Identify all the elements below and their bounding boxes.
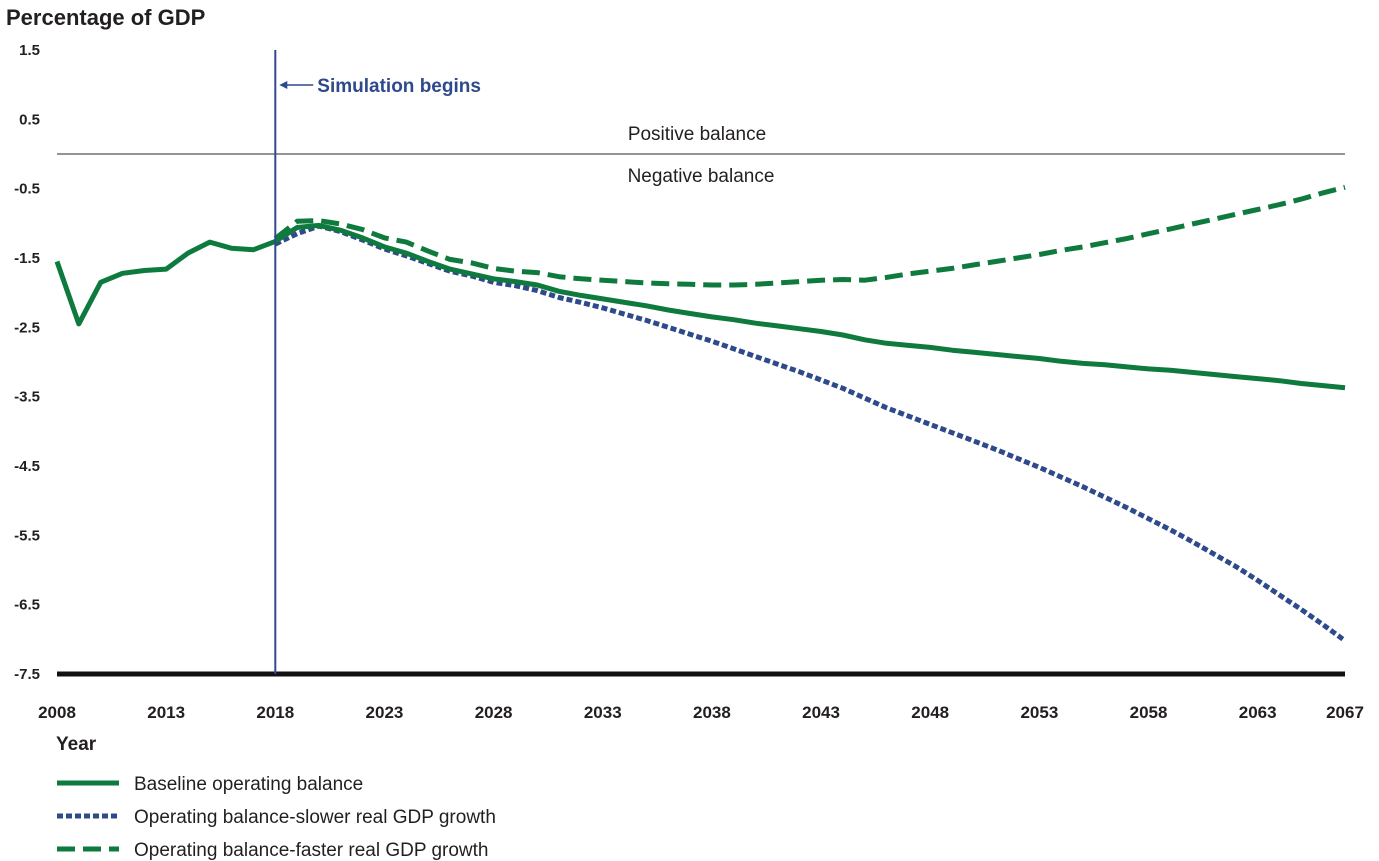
simulation-arrow-icon	[279, 81, 314, 89]
y-tick-label: 1.5	[19, 42, 40, 59]
series-line-solid	[54, 222, 1346, 391]
legend-label: Baseline operating balance	[134, 774, 363, 795]
x-axis-ticks: 2008 2013 2018 2023 2028 2033 2038 2043 2048 2053…	[38, 703, 1364, 722]
series-line-dashed	[273, 184, 1346, 288]
y-tick-label: -1.5	[14, 250, 40, 267]
x-tick-label: 2023	[366, 703, 404, 722]
x-tick-label: 2038	[693, 703, 731, 722]
x-tick-label: 2028	[475, 703, 513, 722]
y-tick-label: -2.5	[14, 319, 40, 336]
series-layer	[54, 184, 1347, 643]
y-tick-label: -5.5	[14, 527, 40, 544]
y-tick-label: -6.5	[14, 597, 40, 614]
y-tick-label: -7.5	[14, 666, 40, 683]
x-tick-label: 2067	[1326, 703, 1364, 722]
negative-balance-label: Negative balance	[628, 166, 775, 187]
y-axis-ticks: 1.5 0.5 -0.5 -1.5 -2.5 -3.5 -4.5 -5.5 -6.5 -7.5	[14, 42, 40, 683]
series-line-dotted	[274, 223, 1347, 643]
x-tick-label: 2033	[584, 703, 622, 722]
legend-label: Operating balance-faster real GDP growth	[134, 840, 489, 861]
legend-label: Operating balance-slower real GDP growth	[134, 807, 496, 828]
x-tick-label: 2013	[147, 703, 185, 722]
y-tick-label: 0.5	[19, 111, 40, 128]
x-tick-label: 2053	[1020, 703, 1058, 722]
x-tick-label: 2063	[1239, 703, 1277, 722]
x-tick-label: 2043	[802, 703, 840, 722]
x-tick-label: 2008	[38, 703, 76, 722]
y-tick-label: -3.5	[14, 389, 40, 406]
legend: Baseline operating balance Operating bala…	[57, 774, 496, 861]
positive-balance-label: Positive balance	[628, 124, 766, 145]
simulation-begins-label: Simulation begins	[317, 76, 481, 97]
y-tick-label: -0.5	[14, 181, 40, 198]
y-tick-label: -4.5	[14, 458, 40, 475]
x-tick-label: 2018	[256, 703, 294, 722]
x-tick-label: 2058	[1130, 703, 1168, 722]
x-axis-title: Year	[56, 734, 97, 755]
x-tick-label: 2048	[911, 703, 949, 722]
y-axis-title: Percentage of GDP	[6, 5, 205, 30]
